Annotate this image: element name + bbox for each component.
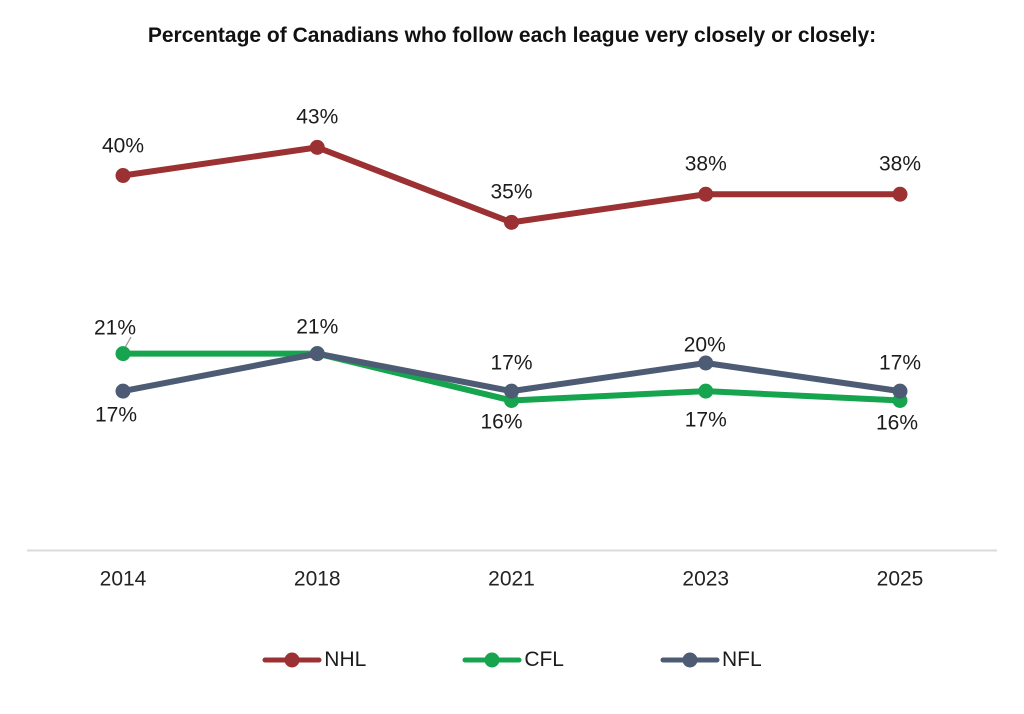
nhl-point-2021 bbox=[504, 214, 519, 230]
legend-item-nhl: NHL bbox=[262, 648, 366, 672]
data-label-nhl-2014: 40% bbox=[101, 134, 145, 157]
legend-label-nfl: NFL bbox=[722, 648, 762, 671]
label-leader-line bbox=[123, 336, 132, 349]
nfl-point-2018 bbox=[309, 346, 325, 362]
nhl-point-2023 bbox=[698, 186, 714, 202]
data-label-nfl-2023: 20% bbox=[683, 333, 726, 357]
data-label-cfl-2014: 21% bbox=[93, 316, 137, 340]
legend-item-nfl: NFL bbox=[660, 648, 762, 672]
nfl-point-2021 bbox=[504, 383, 519, 399]
data-label-nhl-2025: 38% bbox=[878, 152, 922, 176]
legend-item-cfl: CFL bbox=[462, 648, 564, 672]
chart-legend: NHL CFL NFL bbox=[0, 648, 1024, 672]
data-label-nhl-2021: 35% bbox=[490, 180, 533, 204]
nfl-point-2023 bbox=[698, 355, 714, 371]
data-label-cfl-2018: 21% bbox=[296, 315, 339, 339]
data-label-nhl-2018: 43% bbox=[296, 105, 339, 129]
data-label-nhl-2023: 38% bbox=[684, 152, 727, 176]
nfl-point-2025 bbox=[892, 383, 908, 399]
x-tick-2014: 2014 bbox=[99, 567, 147, 591]
data-label-cfl-2021: 16% bbox=[480, 410, 523, 433]
data-label-nfl-2014: 17% bbox=[94, 403, 138, 427]
legend-marker-nfl-icon bbox=[660, 652, 720, 668]
legend-label-cfl: CFL bbox=[524, 648, 564, 671]
data-label-cfl-2023: 17% bbox=[684, 408, 727, 432]
nhl-point-2025 bbox=[892, 186, 908, 202]
cfl-point-2014 bbox=[115, 346, 131, 362]
data-label-nfl-2025: 17% bbox=[878, 351, 922, 375]
x-tick-2023: 2023 bbox=[682, 567, 730, 591]
data-label-nfl-2021: 17% bbox=[490, 351, 533, 375]
chart-title: Percentage of Canadians who follow each … bbox=[147, 24, 877, 47]
legend-marker-cfl-icon bbox=[462, 652, 522, 668]
x-tick-2018: 2018 bbox=[293, 567, 341, 591]
legend-label-nhl: NHL bbox=[324, 648, 367, 671]
nfl-point-2014 bbox=[115, 383, 131, 399]
data-label-cfl-2025: 16% bbox=[875, 411, 919, 434]
cfl-point-2023 bbox=[698, 383, 714, 399]
nhl-point-2018 bbox=[309, 139, 325, 155]
x-tick-2021: 2021 bbox=[488, 567, 535, 591]
nhl-point-2014 bbox=[115, 168, 131, 183]
x-tick-2025: 2025 bbox=[876, 567, 924, 591]
legend-marker-nhl-icon bbox=[262, 652, 322, 668]
